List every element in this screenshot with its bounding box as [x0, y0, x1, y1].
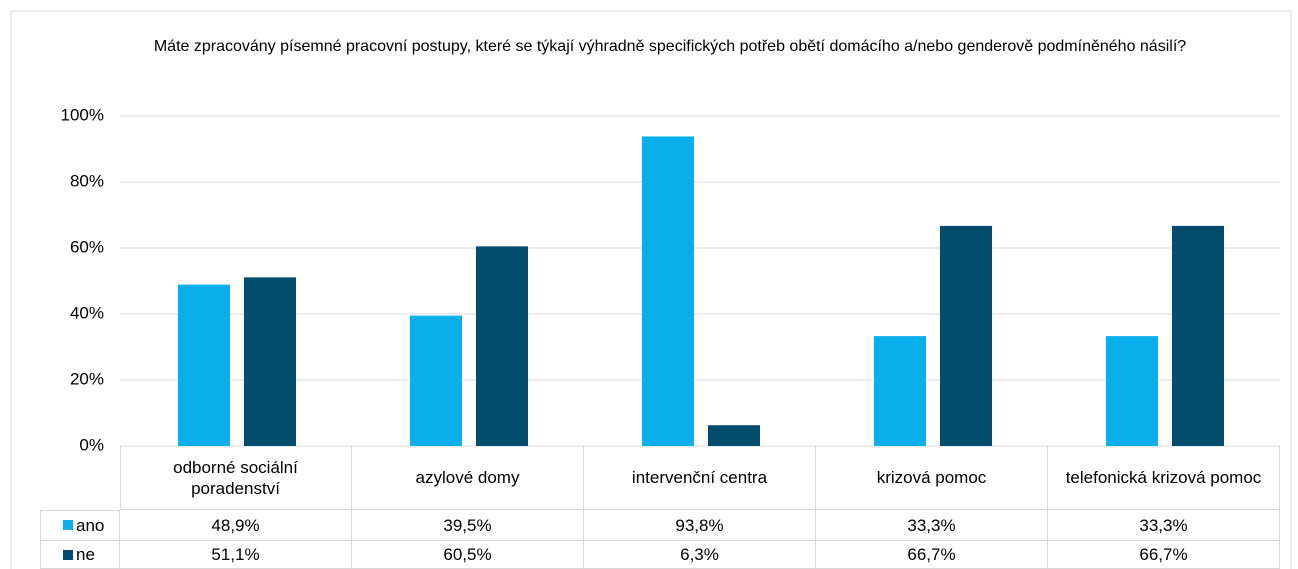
- y-tick-label: 20%: [70, 369, 104, 388]
- category-cell: azylové domy: [352, 446, 584, 510]
- y-tick-label: 0%: [79, 435, 104, 454]
- legend-key: [63, 520, 73, 530]
- table-line: [40, 510, 120, 511]
- bar: [1106, 336, 1158, 446]
- chart-border: [10, 10, 1292, 569]
- bar: [476, 246, 528, 446]
- value-cell: 93,8%: [584, 510, 816, 541]
- bar: [874, 336, 926, 446]
- legend-label: ne: [76, 545, 95, 564]
- table-line: [40, 510, 41, 569]
- category-cell: intervenční centra: [584, 446, 816, 510]
- bar: [642, 136, 694, 446]
- value-cell: 66,7%: [1048, 541, 1280, 569]
- bar: [940, 225, 992, 446]
- value-cell: 33,3%: [1048, 510, 1280, 541]
- bar: [178, 284, 230, 446]
- bar: [1172, 225, 1224, 446]
- bar: [708, 425, 760, 446]
- chart-title: Máte zpracovány písemné pracovní postupy…: [153, 38, 1187, 55]
- y-tick-label: 80%: [70, 171, 104, 190]
- category-cell: krizová pomoc: [816, 446, 1048, 510]
- category-cell: odborné sociální poradenství: [120, 446, 352, 510]
- y-tick-label: 100%: [61, 105, 104, 124]
- value-cell: 60,5%: [352, 541, 584, 569]
- bar: [244, 277, 296, 446]
- value-cell: 51,1%: [120, 541, 352, 569]
- legend-cell: ne: [41, 541, 120, 569]
- y-tick-label: 60%: [70, 237, 104, 256]
- value-cell: 66,7%: [816, 541, 1048, 569]
- table-line: [120, 446, 121, 510]
- value-cell: 39,5%: [352, 510, 584, 541]
- legend-label: ano: [76, 515, 105, 535]
- value-cell: 6,3%: [584, 541, 816, 569]
- bar: [410, 315, 462, 446]
- value-cell: 33,3%: [816, 510, 1048, 541]
- category-cell: telefonická krizová pomoc: [1048, 446, 1280, 510]
- legend-cell: ano: [41, 510, 120, 541]
- value-cell: 48,9%: [120, 510, 352, 541]
- legend-key: [63, 549, 73, 560]
- y-tick-label: 40%: [70, 303, 104, 322]
